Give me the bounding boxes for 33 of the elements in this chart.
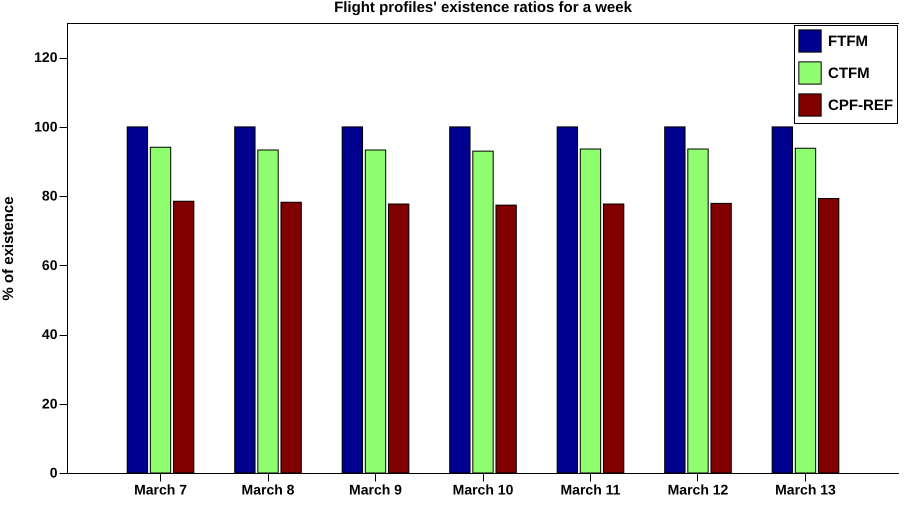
- bar: [710, 202, 732, 474]
- bar: [556, 126, 578, 474]
- bar: [772, 126, 794, 474]
- bar: [388, 204, 410, 474]
- x-tick-label: March 11: [560, 482, 621, 498]
- bar: [126, 126, 148, 474]
- legend-label: CPF-REF: [828, 97, 893, 114]
- bar: [449, 126, 471, 474]
- x-tick-label: March 12: [668, 482, 729, 498]
- bar: [234, 126, 256, 474]
- bar: [818, 198, 840, 474]
- y-tick-label: 60: [42, 256, 58, 273]
- legend-label: FTFM: [828, 33, 868, 50]
- x-tick-label: March 8: [242, 482, 295, 498]
- x-tick-label: March 9: [349, 482, 402, 498]
- y-tick-label: 40: [42, 326, 58, 342]
- bar: [280, 202, 302, 474]
- x-tick-label: March 7: [134, 482, 188, 498]
- legend-label: CTFM: [828, 65, 870, 82]
- y-tick-label: 120: [34, 49, 58, 66]
- chart-title: Flight profiles' existence ratios for a week: [334, 0, 633, 16]
- y-tick-label: 80: [42, 188, 58, 204]
- bar: [172, 200, 194, 474]
- y-tick-label: 100: [34, 118, 58, 134]
- x-tick-label: March 10: [452, 482, 514, 498]
- y-tick-label: 20: [42, 395, 58, 412]
- x-tick-label: March 13: [775, 482, 836, 498]
- y-tick-label: 0: [50, 464, 58, 480]
- bar: [342, 126, 364, 474]
- y-axis-title: % of existence: [0, 196, 18, 301]
- bar: [495, 204, 517, 474]
- bar: [602, 204, 624, 474]
- bar: [664, 126, 686, 474]
